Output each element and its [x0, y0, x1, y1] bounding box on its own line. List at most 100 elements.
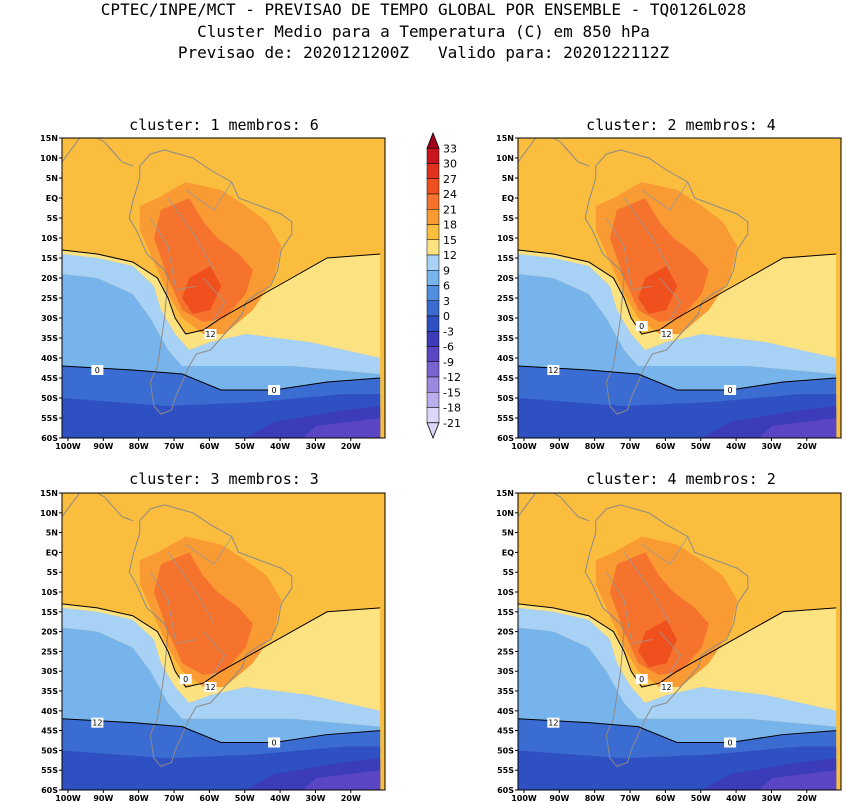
- svg-text:0: 0: [728, 386, 733, 395]
- country-border: [641, 181, 689, 211]
- lat-tick-label: 10N: [496, 509, 514, 518]
- svg-text:0: 0: [183, 675, 188, 684]
- lat-tick-label: 5N: [46, 174, 58, 183]
- lat-tick-label: 20S: [497, 628, 514, 637]
- svg-text:0: 0: [728, 738, 733, 747]
- lon-tick-label: 100W: [55, 442, 81, 451]
- colorbar-label: 30: [443, 158, 457, 171]
- colorbar-label: -15: [443, 386, 461, 399]
- colorbar-swatch: [426, 376, 440, 393]
- lat-tick-label: 60S: [41, 434, 58, 443]
- country-border: [659, 631, 682, 680]
- lat-tick-label: 5S: [503, 214, 515, 223]
- lat-tick-label: 15S: [497, 608, 514, 617]
- lat-tick-label: 10N: [40, 509, 58, 518]
- country-border: [167, 197, 215, 271]
- lat-tick-label: 20S: [41, 628, 58, 637]
- svg-text:12: 12: [661, 683, 671, 692]
- lat-tick-label: 10N: [40, 154, 58, 163]
- lat-tick-label: 30S: [497, 314, 514, 323]
- country-border: [185, 536, 233, 565]
- lon-tick-label: 50W: [691, 442, 711, 451]
- temperature-field: 12 0 0: [62, 138, 385, 438]
- coastline-central-america: [62, 138, 133, 167]
- header-line-2: Cluster Medio para a Temperatura (C) em …: [197, 22, 650, 41]
- colorbar-label: 12: [443, 249, 457, 262]
- lon-tick-label: 50W: [235, 442, 255, 451]
- temperature-field: 12 12 0 0: [62, 493, 385, 790]
- colorbar-top-arrow: [426, 131, 440, 149]
- temperature-field: 12 12 0 0: [518, 138, 841, 438]
- band-12c: [518, 250, 837, 358]
- colorbar-label: -9: [443, 356, 454, 369]
- country-border: [203, 631, 226, 680]
- lat-tick-label: 15S: [41, 608, 58, 617]
- colorbar-swatch: [426, 270, 440, 286]
- colorbar-label: -21: [443, 417, 461, 430]
- country-border: [606, 571, 632, 640]
- band-minus9c: [302, 418, 381, 438]
- lat-tick-label: EQ: [46, 194, 58, 203]
- band-9c: [62, 607, 381, 727]
- colorbar-swatch: [426, 239, 440, 256]
- colorbar-swatch: [426, 193, 440, 210]
- lat-tick-label: 25S: [497, 294, 514, 303]
- lon-tick-label: 20W: [797, 442, 817, 451]
- lat-tick-label: 10S: [497, 588, 514, 597]
- lon-tick-label: 100W: [511, 442, 537, 451]
- colorbar-swatch: [426, 315, 440, 332]
- contour-12: [518, 249, 837, 335]
- band-24c: [182, 266, 222, 314]
- lat-tick-label: 35S: [497, 334, 514, 343]
- colorbar-swatch: [426, 285, 440, 301]
- contour-12: [518, 603, 837, 688]
- lat-tick-label: 20S: [497, 274, 514, 283]
- lat-tick-label: 60S: [41, 786, 58, 795]
- panel-title: cluster: 4 membros: 2: [586, 470, 776, 488]
- lat-tick-label: 25S: [41, 294, 58, 303]
- colorbar-swatch: [426, 361, 440, 378]
- lon-tick-label: 50W: [691, 794, 711, 803]
- country-border: [150, 571, 176, 640]
- lat-tick-label: 5S: [47, 214, 59, 223]
- lat-tick-label: 45S: [497, 374, 514, 383]
- lat-tick-label: 50S: [41, 394, 58, 403]
- band-21c: [153, 552, 253, 676]
- contour-label: 12: [91, 717, 104, 728]
- panel-frame: [61, 492, 386, 791]
- lat-tick-label: 55S: [497, 766, 514, 775]
- lat-tick-label: 15N: [40, 489, 58, 498]
- svg-text:12: 12: [548, 366, 558, 375]
- coastline-central-america: [518, 493, 589, 522]
- contour-12: [62, 603, 381, 688]
- country-border: [203, 277, 226, 327]
- country-border: [167, 552, 215, 624]
- coastline: [128, 504, 293, 767]
- coastline: [584, 504, 749, 767]
- coastline: [584, 149, 749, 415]
- colorbar-label: 9: [443, 264, 450, 277]
- band-minus9c: [302, 770, 381, 790]
- colorbar-label: 27: [443, 173, 457, 186]
- colorbar-label: 15: [443, 234, 457, 247]
- band-12c: [518, 603, 837, 711]
- lon-tick-label: 30W: [305, 442, 325, 451]
- lon-tick-label: 60W: [199, 794, 219, 803]
- lon-tick-label: 80W: [129, 442, 149, 451]
- country-border: [175, 639, 197, 644]
- contour-label: 12: [204, 682, 217, 693]
- lon-tick-label: 80W: [129, 794, 149, 803]
- coastline-central-america: [62, 493, 133, 522]
- colorbar-label: 6: [443, 280, 450, 293]
- lat-tick-label: 45S: [41, 727, 58, 736]
- panel-title: cluster: 1 membros: 6: [129, 116, 319, 134]
- lat-tick-label: 10S: [41, 588, 58, 597]
- contour-label: 12: [547, 365, 560, 375]
- contour-0: [62, 365, 381, 391]
- contour-0: [518, 718, 837, 743]
- svg-text:12: 12: [205, 330, 215, 339]
- colorbar-swatch: [426, 163, 440, 179]
- coastline-central-america: [518, 138, 589, 167]
